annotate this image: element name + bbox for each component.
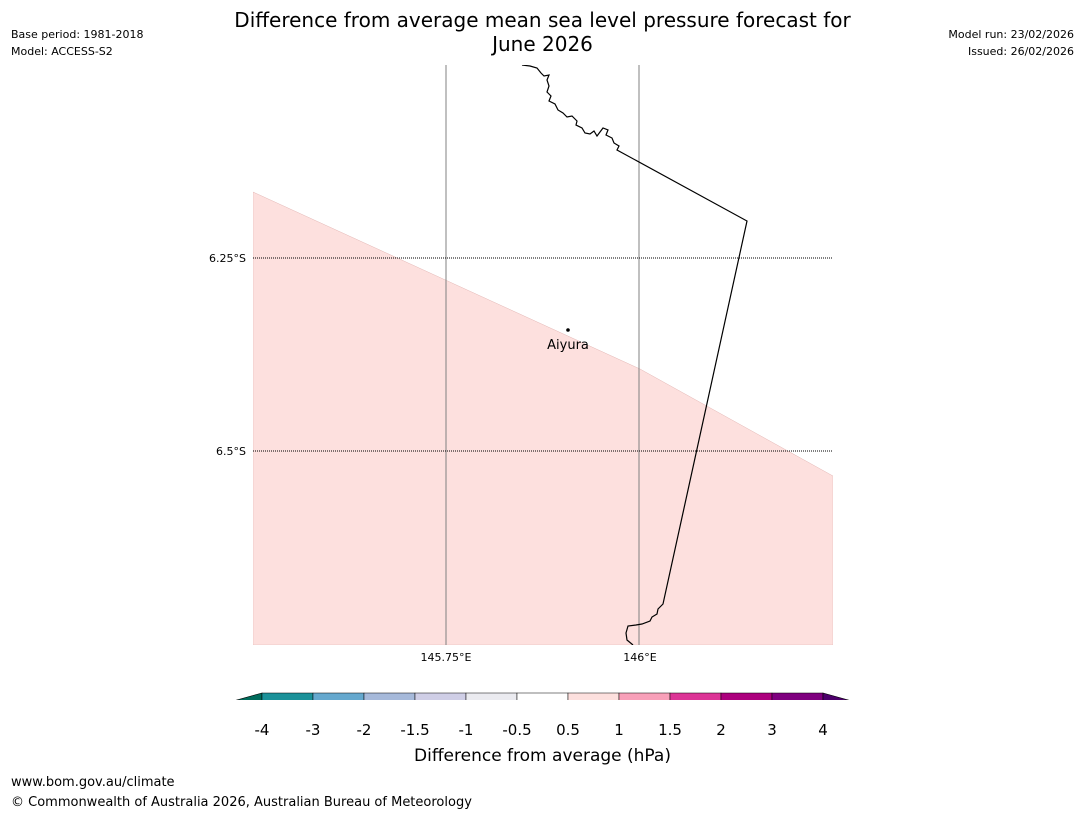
colorbar-segment bbox=[312, 692, 365, 700]
colorbar-tick-label: -0.5 bbox=[502, 721, 532, 739]
base-period: Base period: 1981-2018 bbox=[11, 28, 144, 41]
model-name: Model: ACCESS-S2 bbox=[11, 45, 113, 58]
colorbar-segment bbox=[261, 692, 314, 700]
meta-left: Base period: 1981-2018 Model: ACCESS-S2 bbox=[11, 26, 143, 60]
colorbar-title: Difference from average (hPa) bbox=[414, 746, 671, 766]
lon-label-145-75: 145.75°E bbox=[421, 651, 472, 664]
colorbar-segment bbox=[465, 692, 518, 700]
model-run: Model run: 23/02/2026 bbox=[948, 28, 1074, 41]
colorbar-segment bbox=[414, 692, 467, 700]
colorbar-segment bbox=[363, 692, 416, 700]
colorbar-tick-label: 3 bbox=[767, 721, 777, 739]
colorbar-tick-label: -4 bbox=[254, 721, 270, 739]
title-line-1: Difference from average mean sea level p… bbox=[234, 8, 851, 32]
coastline-border bbox=[521, 65, 748, 645]
colorbar bbox=[235, 692, 850, 700]
lat-label-6-5: 6.5°S bbox=[216, 445, 246, 458]
colorbar-over-arrow bbox=[822, 692, 850, 700]
colorbar-tick-label: -2 bbox=[356, 721, 372, 739]
colorbar-tick-label: 0.5 bbox=[556, 721, 580, 739]
title-line-2: June 2026 bbox=[492, 32, 593, 56]
lon-label-146: 146°E bbox=[623, 651, 656, 664]
colorbar-tick-label: 4 bbox=[818, 721, 828, 739]
colorbar-segment bbox=[516, 692, 569, 700]
colorbar-tick-label: -1.5 bbox=[400, 721, 430, 739]
aiyura-marker bbox=[566, 328, 570, 332]
lat-label-6-25: 6.25°S bbox=[209, 252, 246, 265]
footer-copyright: © Commonwealth of Australia 2026, Austra… bbox=[11, 795, 472, 810]
colorbar-segment bbox=[669, 692, 722, 700]
colorbar-tick-label: 1.5 bbox=[658, 721, 682, 739]
colorbar-tick-label: 1 bbox=[614, 721, 624, 739]
meta-right: Model run: 23/02/2026 Issued: 26/02/2026 bbox=[948, 26, 1074, 60]
map: Aiyura 6.25°S 6.5°S 145.75°E 146°E bbox=[209, 65, 850, 700]
colorbar-segment bbox=[720, 692, 773, 700]
colorbar-segment bbox=[567, 692, 620, 700]
colorbar-segment bbox=[771, 692, 824, 700]
footer-url[interactable]: www.bom.gov.au/climate bbox=[11, 775, 175, 790]
aiyura-label: Aiyura bbox=[547, 338, 589, 353]
colorbar-tick-label: 2 bbox=[716, 721, 726, 739]
chart-title: Difference from average mean sea level p… bbox=[200, 8, 885, 56]
map-area bbox=[253, 65, 833, 645]
colorbar-tick-label: -3 bbox=[305, 721, 321, 739]
colorbar-tick-label: -1 bbox=[458, 721, 474, 739]
pressure-anomaly-shading bbox=[253, 191, 833, 645]
issued-date: Issued: 26/02/2026 bbox=[967, 45, 1074, 58]
colorbar-under-arrow bbox=[235, 692, 263, 700]
colorbar-segment bbox=[618, 692, 671, 700]
